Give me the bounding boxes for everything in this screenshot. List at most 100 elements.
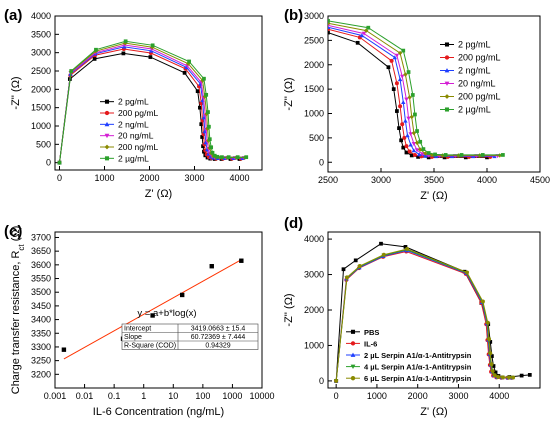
y-tick-label: 3500 — [31, 287, 51, 297]
panel-label: (c) — [4, 223, 22, 240]
x-tick-label: 2000 — [139, 173, 159, 183]
data-point — [444, 81, 450, 86]
y-tick-label: 3350 — [31, 328, 51, 338]
data-point — [149, 48, 154, 53]
x-tick-label: 1000 — [94, 173, 114, 183]
data-point — [493, 370, 498, 375]
data-point — [408, 142, 413, 147]
data-point — [418, 147, 423, 152]
x-tick-label: 0.1 — [108, 391, 121, 401]
y-tick-label: 3000 — [31, 48, 51, 58]
x-tick-label: 3500 — [424, 175, 444, 185]
y-axis-label: Charge transfer resistance, Rct (Ω) — [10, 226, 26, 395]
y-tick-label: 3000 — [304, 270, 324, 280]
y-tick-label: 2500 — [31, 66, 51, 76]
plot-area — [328, 19, 505, 160]
fit-table-key: Slope — [124, 334, 142, 341]
x-axis-label: Z' (Ω) — [145, 188, 172, 200]
y-axis-label: -Z'' (Ω) — [283, 77, 295, 110]
data-point — [199, 122, 204, 127]
data-point — [104, 156, 110, 161]
data-point — [500, 375, 505, 380]
legend-label: 200 pg/mL — [458, 92, 501, 102]
data-point — [426, 151, 431, 155]
data-point — [239, 258, 244, 263]
data-point — [404, 150, 409, 155]
data-point — [492, 373, 497, 378]
x-tick-label: 10 — [168, 391, 178, 401]
legend-label: 200 pg/mL — [458, 53, 501, 63]
x-tick-label: 100 — [195, 391, 210, 401]
y-tick-label: 3200 — [31, 369, 51, 379]
data-point — [104, 144, 110, 150]
x-tick-label: 0 — [57, 173, 62, 183]
y-tick-label: 1500 — [304, 84, 324, 94]
y-axis-label-subscript: ct — [17, 244, 26, 251]
data-point — [507, 375, 511, 380]
data-point — [411, 148, 417, 153]
x-tick-label: 0 — [334, 391, 339, 401]
data-point — [488, 351, 493, 356]
legend-label: 2 pg/mL — [118, 97, 149, 107]
data-point — [423, 151, 428, 156]
data-point — [398, 104, 403, 109]
data-point — [150, 313, 155, 318]
data-point — [423, 153, 428, 158]
series — [57, 39, 249, 165]
data-point — [209, 264, 214, 269]
data-point — [207, 137, 212, 142]
data-point — [413, 112, 417, 117]
data-point — [104, 121, 110, 127]
data-point — [404, 97, 409, 102]
data-point — [235, 155, 240, 160]
plot-area — [333, 241, 532, 384]
data-point — [202, 76, 206, 81]
data-point — [350, 341, 356, 346]
legend-label: IL-6 — [364, 339, 377, 348]
data-point — [443, 153, 448, 157]
data-point — [210, 150, 215, 155]
series — [334, 247, 516, 383]
data-point — [420, 152, 425, 157]
data-point — [350, 364, 356, 369]
series-line — [335, 248, 514, 381]
fit-table-value: 3419.0663 ± 15.4 — [191, 326, 246, 333]
fit-table-key: Intercept — [124, 326, 151, 333]
legend-label: 2 µg/mL — [118, 153, 149, 163]
data-point — [215, 154, 220, 159]
panel-b: (b) 2500 3000 3500 4000 4500 0 500 1000 1500 2000… — [283, 7, 550, 202]
data-point — [409, 114, 414, 120]
series — [328, 19, 505, 157]
panel-a: (a) 0 1000 2000 3000 4000 0 500 1000 1500 2000 250… — [4, 7, 263, 200]
data-point — [490, 369, 495, 374]
x-tick-label: 1000 — [367, 391, 387, 401]
x-tick-label: 3000 — [371, 175, 391, 185]
data-point — [350, 376, 356, 381]
y-tick-label: 0 — [46, 158, 51, 168]
data-point — [359, 33, 365, 38]
data-point — [411, 141, 417, 146]
y-axis-label-unit: (Ω) — [10, 226, 22, 245]
x-tick-label: 3000 — [448, 391, 468, 401]
y-tick-label: 500 — [36, 139, 51, 149]
legend-label: 20 ng/mL — [118, 131, 154, 141]
data-point — [480, 299, 485, 304]
y-tick-label: 2500 — [304, 35, 324, 45]
y-tick-label: 3700 — [31, 232, 51, 242]
y-tick-label: 4000 — [304, 234, 324, 244]
legend-label: 200 ng/mL — [118, 142, 158, 152]
x-tick-label: 4000 — [489, 391, 509, 401]
data-point — [212, 153, 217, 158]
legend: PBS IL-6 2 µL Serpin A1/α-1-Antitrypsin 4 µ… — [346, 328, 472, 383]
data-point — [350, 329, 356, 334]
legend-label: 20 ng/mL — [458, 79, 496, 89]
data-point — [407, 149, 412, 154]
data-point — [148, 55, 153, 59]
data-point — [400, 122, 405, 127]
plot-area — [57, 39, 249, 165]
data-point — [386, 65, 391, 70]
data-point — [357, 264, 362, 269]
data-point — [207, 124, 211, 129]
